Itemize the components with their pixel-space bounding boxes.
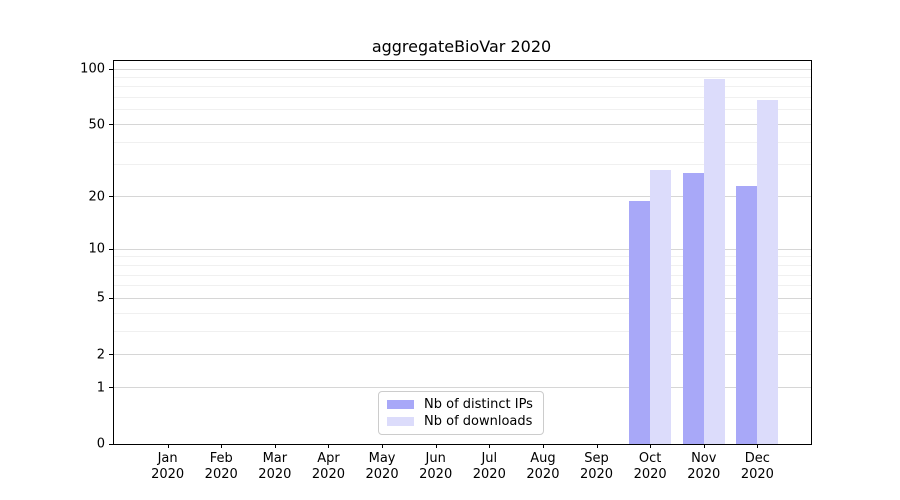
x-tick-year: 2020 (311, 467, 345, 482)
bar-distinct-ips-oct (629, 200, 651, 444)
x-tick-label-aug: Aug 2020 (526, 451, 559, 483)
x-tick-year: 2020 (687, 467, 721, 482)
x-tick-month: Jul (481, 451, 498, 466)
legend-swatch-downloads (387, 417, 414, 426)
chart-title: aggregateBioVar 2020 (371, 37, 552, 56)
gridline-minor-90 (114, 76, 811, 78)
gridline-minor-7 (114, 274, 811, 276)
x-tick-month: Mar (262, 451, 288, 466)
x-tick-label-nov: Nov 2020 (687, 451, 720, 483)
y-tick-2 (109, 354, 113, 356)
x-tick-year: 2020 (419, 467, 453, 482)
x-tick-month: Apr (317, 451, 340, 466)
y-tick-20 (109, 196, 113, 198)
x-tick-label-apr: Apr 2020 (312, 451, 345, 483)
x-tick-label-jun: Jun 2020 (419, 451, 452, 483)
gridline-major-50 (114, 124, 811, 126)
x-tick-label-sep: Sep 2020 (580, 451, 613, 483)
x-tick-sep (596, 444, 598, 448)
y-tick-5 (109, 297, 113, 299)
gridline-minor-70 (114, 97, 811, 99)
x-tick-dec (757, 444, 759, 448)
gridline-minor-9 (114, 256, 811, 258)
x-tick-year: 2020 (740, 467, 774, 482)
y-tick-1 (109, 387, 113, 389)
gridline-major-2 (114, 354, 811, 356)
y-tick-100 (109, 68, 113, 70)
x-tick-month: Feb (209, 451, 233, 466)
x-tick-label-mar: Mar 2020 (258, 451, 291, 483)
x-tick-month: Nov (691, 451, 717, 466)
x-tick-apr (328, 444, 330, 448)
x-tick-year: 2020 (365, 467, 399, 482)
legend: Nb of distinct IPs Nb of downloads (378, 391, 544, 435)
x-tick-label-oct: Oct 2020 (634, 451, 667, 483)
x-tick-month: Sep (584, 451, 609, 466)
legend-item-distinct-ips: Nb of distinct IPs (387, 396, 535, 413)
y-tick-label-20: 20 (88, 189, 105, 205)
bar-distinct-ips-nov (682, 173, 704, 444)
x-tick-year: 2020 (258, 467, 292, 482)
y-tick-label-5: 5 (96, 290, 105, 306)
y-tick-label-0: 0 (96, 436, 105, 452)
x-tick-month: Dec (744, 451, 770, 466)
x-tick-year: 2020 (526, 467, 560, 482)
x-tick-label-jan: Jan 2020 (151, 451, 184, 483)
gridline-major-20 (114, 196, 811, 198)
x-tick-year: 2020 (633, 467, 667, 482)
y-tick-0 (109, 443, 113, 445)
gridline-major-100 (114, 68, 811, 70)
gridline-minor-30 (114, 164, 811, 166)
x-tick-jan (167, 444, 169, 448)
legend-label-downloads: Nb of downloads (424, 414, 533, 429)
gridline-major-1 (114, 387, 811, 389)
x-tick-month: Aug (530, 451, 556, 466)
x-tick-month: May (368, 451, 396, 466)
x-tick-label-dec: Dec 2020 (741, 451, 774, 483)
gridline-minor-3 (114, 330, 811, 332)
bar-downloads-oct (650, 170, 672, 444)
plot-area: 0 1 2 5 10 20 50 100 Jan 2020 Feb 2020 Mar 2020 Apr 202… (80, 60, 812, 482)
gridline-minor-8 (114, 264, 811, 266)
legend-item-downloads: Nb of downloads (387, 413, 535, 430)
x-tick-year: 2020 (151, 467, 185, 482)
x-tick-jun (435, 444, 437, 448)
legend-label-distinct-ips: Nb of distinct IPs (424, 397, 533, 412)
gridline-minor-40 (114, 141, 811, 143)
x-tick-label-may: May 2020 (366, 451, 399, 483)
bar-distinct-ips-dec (736, 185, 758, 444)
gridline-minor-80 (114, 86, 811, 88)
x-tick-month: Jun (425, 451, 446, 466)
y-tick-50 (109, 124, 113, 126)
x-tick-feb (221, 444, 223, 448)
y-tick-label-10: 10 (88, 241, 105, 257)
x-tick-may (382, 444, 384, 448)
y-tick-label-1: 1 (96, 380, 105, 396)
gridline-minor-6 (114, 285, 811, 287)
x-tick-year: 2020 (204, 467, 238, 482)
x-tick-year: 2020 (472, 467, 506, 482)
gridline-minor-4 (114, 312, 811, 314)
legend-swatch-distinct-ips (387, 400, 414, 409)
gridline-major-5 (114, 297, 811, 299)
x-tick-mar (274, 444, 276, 448)
y-tick-label-50: 50 (88, 117, 105, 133)
x-tick-month: Jan (157, 451, 178, 466)
x-tick-label-feb: Feb 2020 (205, 451, 238, 483)
x-tick-nov (703, 444, 705, 448)
x-tick-jul (489, 444, 491, 448)
x-tick-month: Oct (638, 451, 662, 466)
gridline-major-10 (114, 248, 811, 250)
y-tick-label-2: 2 (96, 347, 105, 363)
x-tick-label-jul: Jul 2020 (473, 451, 506, 483)
x-tick-aug (542, 444, 544, 448)
gridline-minor-60 (114, 109, 811, 111)
bar-downloads-dec (757, 99, 779, 444)
y-tick-10 (109, 248, 113, 250)
bar-downloads-nov (703, 79, 725, 444)
y-tick-label-100: 100 (80, 61, 105, 77)
x-tick-year: 2020 (579, 467, 614, 482)
x-tick-oct (650, 444, 652, 448)
